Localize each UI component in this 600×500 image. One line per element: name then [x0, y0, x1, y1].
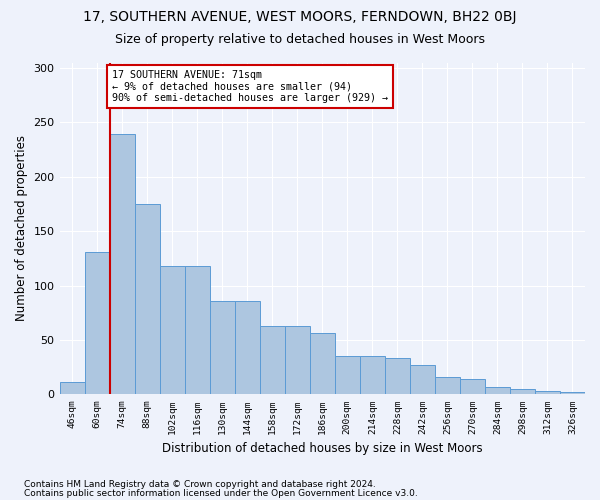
Bar: [110, 134, 134, 394]
Bar: [209, 300, 235, 394]
Bar: [435, 377, 460, 394]
X-axis label: Distribution of detached houses by size in West Moors: Distribution of detached houses by size …: [162, 442, 482, 455]
Bar: [535, 391, 560, 394]
Bar: [460, 379, 485, 394]
Bar: [310, 334, 335, 394]
Bar: [560, 392, 585, 394]
Bar: [485, 386, 510, 394]
Bar: [160, 266, 185, 394]
Text: 17 SOUTHERN AVENUE: 71sqm
← 9% of detached houses are smaller (94)
90% of semi-d: 17 SOUTHERN AVENUE: 71sqm ← 9% of detach…: [112, 70, 388, 103]
Bar: [285, 326, 310, 394]
Bar: [185, 266, 209, 394]
Bar: [510, 389, 535, 394]
Y-axis label: Number of detached properties: Number of detached properties: [15, 136, 28, 322]
Bar: [260, 326, 285, 394]
Bar: [360, 356, 385, 395]
Text: Size of property relative to detached houses in West Moors: Size of property relative to detached ho…: [115, 32, 485, 46]
Text: Contains public sector information licensed under the Open Government Licence v3: Contains public sector information licen…: [24, 488, 418, 498]
Bar: [59, 382, 85, 394]
Bar: [235, 300, 260, 394]
Text: 17, SOUTHERN AVENUE, WEST MOORS, FERNDOWN, BH22 0BJ: 17, SOUTHERN AVENUE, WEST MOORS, FERNDOW…: [83, 10, 517, 24]
Bar: [410, 365, 435, 394]
Bar: [385, 358, 410, 394]
Bar: [335, 356, 360, 395]
Text: Contains HM Land Registry data © Crown copyright and database right 2024.: Contains HM Land Registry data © Crown c…: [24, 480, 376, 489]
Bar: [134, 204, 160, 394]
Bar: [85, 252, 110, 394]
